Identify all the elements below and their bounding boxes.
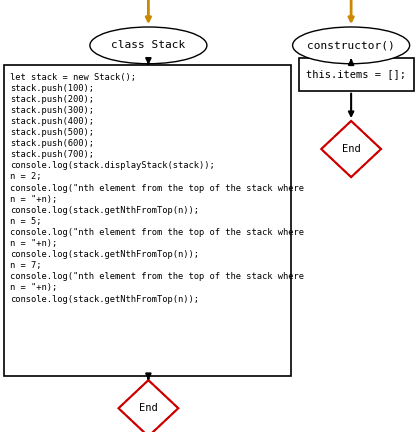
Bar: [4, 65, 291, 376]
Ellipse shape: [293, 27, 410, 64]
Text: End: End: [139, 403, 158, 413]
Polygon shape: [119, 380, 178, 432]
Text: End: End: [342, 144, 360, 154]
Text: let stack = new Stack();
stack.push(100);
stack.push(200);
stack.push(300);
stac: let stack = new Stack(); stack.push(100)…: [10, 73, 304, 304]
Text: class Stack: class Stack: [111, 40, 186, 51]
Text: constructor(): constructor(): [307, 40, 395, 51]
Bar: [299, 58, 414, 91]
Polygon shape: [321, 121, 381, 177]
Ellipse shape: [90, 27, 207, 64]
Text: this.items = [];: this.items = [];: [306, 70, 406, 79]
